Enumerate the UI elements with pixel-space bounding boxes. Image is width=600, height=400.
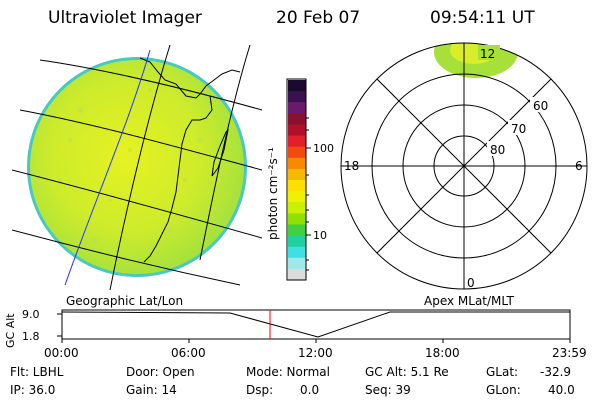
colorbar-segment [288, 180, 306, 192]
colorbar-segment [288, 224, 306, 237]
mlt-label-6: 6 [575, 159, 583, 173]
ip-status: IP: 36.0 [10, 383, 56, 397]
latitude-grid [12, 59, 262, 286]
colorbar-segment [288, 213, 306, 226]
image-time: 09:54:11 UT [430, 8, 535, 28]
colorbar-segment [288, 268, 306, 281]
colorbar-segment [288, 135, 306, 148]
colorbar-segment [288, 80, 306, 92]
mlat-label-60: 60 [533, 99, 548, 113]
colorbar-segment [288, 235, 306, 248]
colorbar-segment [288, 124, 306, 137]
colorbar [288, 80, 306, 281]
mlat-label-70: 70 [511, 122, 526, 136]
colorbar-segment [288, 113, 306, 126]
seq-status: Seq: 39 [365, 383, 411, 397]
magnetic-meridian-line [64, 49, 151, 286]
altitude-strip-frame [61, 309, 571, 340]
mode-status: Mode: Normal [246, 365, 330, 379]
mlt-label-12: 12 [480, 47, 495, 61]
alt-axis-label: GC Alt [4, 313, 17, 348]
colorbar-segment [288, 168, 306, 181]
colorbar-segment [288, 191, 306, 203]
colorbar-segment [288, 202, 306, 214]
time-tick-0000: 00:00 [44, 346, 79, 360]
gc-alt-status: GC Alt: 5.1 Re [365, 365, 449, 379]
time-tick-1800: 18:00 [425, 346, 460, 360]
apex-caption: Apex MLat/MLT [424, 294, 514, 308]
colorbar-label-10: 10 [313, 229, 327, 242]
door-status: Door: Open [126, 365, 195, 379]
colorbar-frame [286, 78, 307, 281]
time-tick-2359: 23:59 [552, 346, 587, 360]
geographic-caption: Geographic Lat/Lon [66, 294, 183, 308]
alt-tick-9: 9.0 [22, 308, 40, 321]
dsp-label: Dsp: [246, 383, 274, 397]
colorbar-segment [288, 102, 306, 114]
colorbar-segment [288, 91, 306, 103]
colorbar-segment [288, 157, 306, 170]
altitude-curve [61, 311, 570, 338]
glon-label: GLon: [486, 383, 521, 397]
colorbar-segment [288, 146, 306, 159]
mlat-label-80: 80 [490, 143, 505, 157]
dsp-value: 0.0 [300, 383, 320, 397]
glat-value: -32.9 [540, 365, 572, 379]
image-date: 20 Feb 07 [276, 8, 361, 28]
alt-tick-1-8: 1.8 [22, 330, 40, 343]
colorbar-label-100: 100 [313, 142, 334, 155]
mlt-label-18: 18 [344, 159, 359, 173]
colorbar-segment [288, 257, 306, 270]
imager-title: Ultraviolet Imager [48, 8, 202, 28]
polar-diagonal-2 [376, 78, 552, 254]
longitude-grid [109, 45, 251, 290]
glon-value: 40.0 [548, 383, 575, 397]
mlt-label-0: 0 [467, 276, 475, 290]
glat-label: GLat: [486, 365, 519, 379]
coastline [139, 57, 241, 263]
gain-status: Gain: 14 [126, 383, 177, 397]
colorbar-unit-label: photon cm⁻²s⁻¹ [266, 147, 280, 240]
filter-status: Flt: LBHL [10, 365, 64, 379]
colorbar-segment [288, 246, 306, 259]
time-tick-1200: 12:00 [298, 346, 333, 360]
time-tick-0600: 06:00 [171, 346, 206, 360]
